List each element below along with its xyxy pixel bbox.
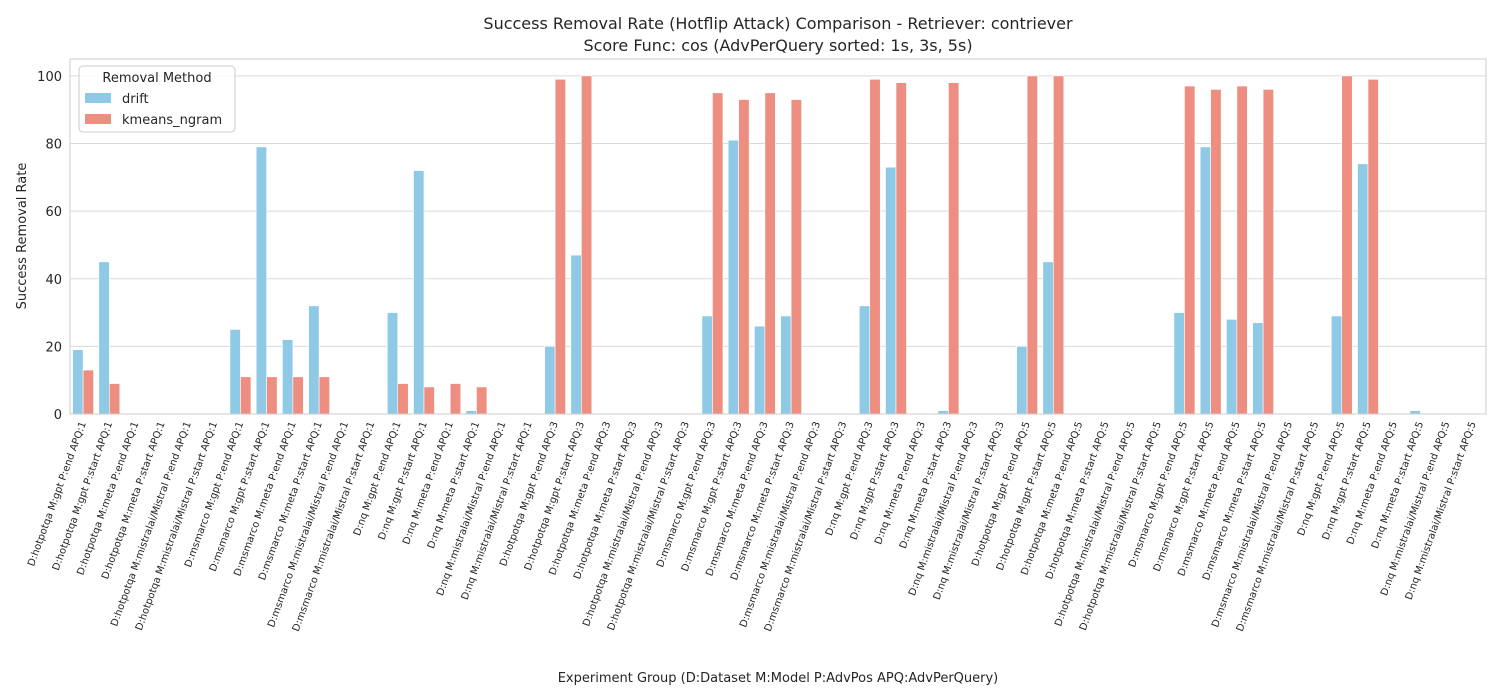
x-tick-label: D:nq M:meta P:end APQ:1 bbox=[401, 420, 456, 546]
bar-kmeans-ngram bbox=[109, 383, 121, 415]
bars bbox=[72, 75, 1421, 415]
bar-drift bbox=[727, 139, 739, 415]
bar-kmeans-ngram bbox=[1262, 89, 1274, 415]
bar-kmeans-ngram bbox=[1341, 75, 1353, 415]
bar-drift bbox=[1173, 312, 1185, 415]
bar-drift bbox=[386, 312, 399, 415]
bar-drift bbox=[308, 305, 320, 415]
bar-kmeans-ngram bbox=[292, 376, 304, 415]
bar-kmeans-ngram bbox=[449, 383, 462, 415]
bar-drift bbox=[1252, 322, 1264, 415]
legend-label-kmeans-ngram: kmeans_ngram bbox=[122, 113, 222, 128]
bar-drift bbox=[98, 261, 110, 415]
x-tick-label: D:nq M:gpt P:start APQ:5 bbox=[1321, 420, 1374, 541]
bar-drift bbox=[413, 170, 425, 415]
bar-kmeans-ngram bbox=[82, 369, 94, 415]
bar-drift bbox=[1330, 315, 1343, 415]
bar-kmeans-ngram bbox=[1236, 85, 1248, 415]
bar-kmeans-ngram bbox=[240, 376, 252, 415]
bar-drift bbox=[780, 315, 792, 415]
legend-title: Removal Method bbox=[102, 71, 211, 86]
x-tick-label: D:nq M:gpt P:start APQ:3 bbox=[849, 420, 902, 541]
bar-kmeans-ngram bbox=[790, 99, 802, 415]
bar-kmeans-ngram bbox=[1210, 89, 1222, 415]
chart-title-line1: Success Removal Rate (Hotflip Attack) Co… bbox=[483, 14, 1073, 33]
bar-kmeans-ngram bbox=[869, 78, 881, 415]
y-tick-label: 80 bbox=[45, 138, 62, 153]
x-tick-label: D:nq M:meta P:end APQ:3 bbox=[873, 420, 928, 546]
bar-drift bbox=[570, 254, 582, 415]
bar-kmeans-ngram bbox=[397, 383, 409, 415]
bar-drift bbox=[1226, 319, 1238, 415]
bar-drift bbox=[72, 349, 84, 415]
bar-drift bbox=[544, 346, 556, 415]
bar-drift bbox=[1409, 410, 1421, 415]
legend-swatch-drift bbox=[85, 93, 111, 103]
y-tick-label: 0 bbox=[54, 408, 62, 423]
x-tick-label: D:nq M:meta P:end APQ:5 bbox=[1345, 420, 1400, 546]
bar-drift bbox=[754, 325, 766, 415]
legend-label-drift: drift bbox=[122, 92, 149, 107]
bar-kmeans-ngram bbox=[476, 386, 488, 415]
bar-kmeans-ngram bbox=[712, 92, 724, 415]
y-tick-labels: 0 20 40 60 80 100 bbox=[37, 70, 62, 423]
bar-kmeans-ngram bbox=[895, 82, 907, 415]
bar-kmeans-ngram bbox=[581, 75, 593, 415]
x-tick-labels: D:hotpotqa M:gpt P:end APQ:1D:hotpotqa M… bbox=[26, 420, 1479, 633]
legend-swatch-kmeans-ngram bbox=[85, 114, 111, 124]
legend-box bbox=[78, 65, 236, 133]
bar-drift bbox=[229, 329, 241, 415]
y-tick-label: 60 bbox=[45, 205, 62, 220]
plot-frame bbox=[69, 58, 1487, 415]
bar-kmeans-ngram bbox=[1053, 75, 1065, 415]
bar-kmeans-ngram bbox=[738, 99, 750, 415]
bar-kmeans-ngram bbox=[1184, 85, 1196, 415]
bar-kmeans-ngram bbox=[318, 376, 330, 415]
bar-kmeans-ngram bbox=[948, 82, 960, 415]
bar-kmeans-ngram bbox=[1367, 78, 1379, 415]
y-tick-label: 100 bbox=[37, 70, 62, 85]
bar-drift bbox=[282, 339, 294, 415]
bar-kmeans-ngram bbox=[764, 92, 776, 415]
x-axis-label: Experiment Group (D:Dataset M:Model P:Ad… bbox=[558, 671, 999, 686]
legend: Removal Method drift kmeans_ngram bbox=[78, 65, 236, 133]
bar-drift bbox=[858, 305, 871, 415]
bar-drift bbox=[937, 410, 949, 415]
bar-drift bbox=[701, 315, 713, 415]
bar-drift bbox=[1042, 261, 1054, 415]
y-axis-label: Success Removal Rate bbox=[15, 163, 30, 310]
bar-drift bbox=[255, 146, 267, 415]
bar-kmeans-ngram bbox=[554, 78, 566, 415]
chart-title-line2: Score Func: cos (AdvPerQuery sorted: 1s,… bbox=[583, 36, 972, 55]
y-tick-label: 20 bbox=[45, 340, 62, 355]
bar-kmeans-ngram bbox=[266, 376, 278, 415]
y-tick-label: 40 bbox=[45, 273, 62, 288]
bar-kmeans-ngram bbox=[1026, 75, 1038, 415]
bar-kmeans-ngram bbox=[423, 386, 435, 415]
bar-drift bbox=[1016, 346, 1028, 415]
bar-drift bbox=[465, 410, 477, 415]
bar-drift bbox=[1357, 163, 1369, 415]
x-tick-label: D:nq M:gpt P:start APQ:1 bbox=[377, 420, 430, 541]
bar-drift bbox=[1199, 146, 1211, 415]
bar-drift bbox=[885, 166, 897, 415]
